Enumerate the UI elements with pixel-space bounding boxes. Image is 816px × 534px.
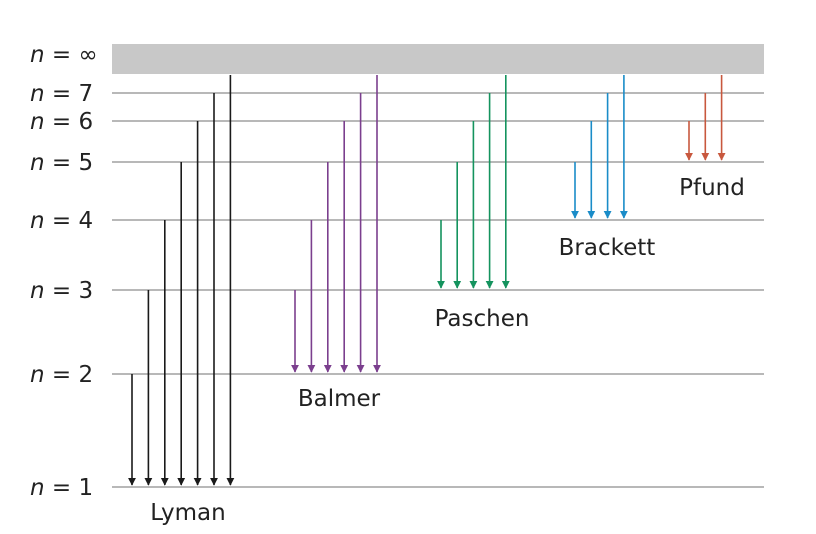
series-label-paschen: Paschen xyxy=(435,306,530,332)
series-label-lyman: Lyman xyxy=(150,500,225,526)
level-label-n2: n = 2 xyxy=(30,362,93,388)
level-label-n1: n = 1 xyxy=(30,475,93,501)
level-label-n4: n = 4 xyxy=(30,208,93,234)
level-label-n6: n = 6 xyxy=(30,109,93,135)
series-label-pfund: Pfund xyxy=(679,175,745,201)
series-label-balmer: Balmer xyxy=(298,386,381,412)
level-label-ninf: n = ∞ xyxy=(30,42,98,68)
level-label-n7: n = 7 xyxy=(30,81,93,107)
level-label-n5: n = 5 xyxy=(30,150,93,176)
transition-arrows xyxy=(128,75,726,486)
energy-level-labels: n = 1 n = 2 n = 3 n = 4 n = 5 n = 6n = 7 n = ∞ xyxy=(30,42,98,501)
series-label-brackett: Brackett xyxy=(559,235,656,261)
continuum-band xyxy=(112,44,764,74)
level-label-n3: n = 3 xyxy=(30,278,93,304)
series-labels: Lyman Balmer Paschen Brackett Pfund xyxy=(150,175,745,526)
energy-level-lines xyxy=(112,92,764,488)
